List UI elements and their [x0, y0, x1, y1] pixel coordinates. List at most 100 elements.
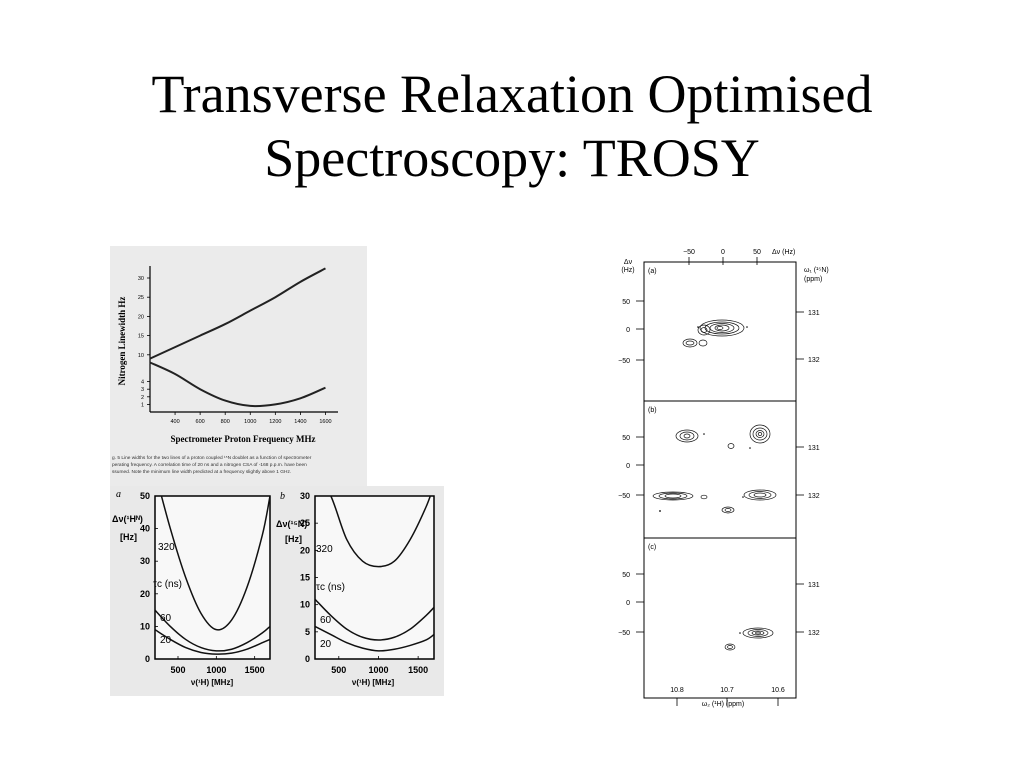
bottom-axis-label: ω₂ (¹H) (ppm): [702, 701, 744, 708]
y-tick-label: 3: [141, 387, 144, 393]
y-tick-label: 2: [141, 395, 144, 401]
left-axis-unit: (Hz): [621, 267, 634, 274]
series-60-line: [155, 609, 270, 652]
right-tick: 131: [808, 310, 820, 317]
panel-b-ylabel-unit: [Hz]: [285, 534, 302, 544]
y-tick-label: 30: [300, 491, 310, 501]
series-lower-line: [149, 361, 326, 408]
panel-b: 0 5 10 15 20 25 30 500 1000 1500 Δν(¹⁵N) [Hz] 32…: [276, 491, 435, 687]
panel-b-label-tau: τc (ns): [316, 582, 345, 593]
y-tick-label: 30: [138, 276, 144, 282]
series-upper-line: [149, 267, 326, 360]
y-tick-label: 4: [141, 380, 144, 386]
y-tick-label: 25: [300, 518, 310, 528]
panel-b-tag: (b): [648, 407, 657, 414]
panel-a-label-320: 320: [158, 542, 175, 553]
top-tick-50: 50: [753, 249, 761, 256]
x-tick-label: 1200: [269, 419, 281, 425]
x-axis-label: Spectrometer Proton Frequency MHz: [170, 434, 315, 444]
right-tick: 131: [808, 582, 820, 589]
top-tick-m50: −50: [683, 249, 695, 256]
top-tick-0: 0: [721, 249, 725, 256]
panel-a-ylabel-unit: [Hz]: [120, 532, 137, 542]
left-tick: 50: [622, 299, 630, 306]
figure-linewidth: 1 2 3 4 10 15 20 25 30 400 600 800 1000 1200 1400 1600…: [110, 246, 367, 486]
left-tick: 0: [626, 327, 630, 334]
y-tick-label: 20: [300, 545, 310, 555]
y-tick-label: 40: [140, 524, 150, 534]
panel-b-label-20: 20: [320, 639, 332, 650]
x-tick-label: 1600: [319, 419, 331, 425]
y-tick-label: 10: [138, 353, 144, 359]
panel-a-label-60: 60: [160, 613, 172, 624]
y-tick-label: 1: [141, 402, 144, 408]
tauc-chart: a b 0 10 20 30 40 50 500 1000 1500 Δν(¹Hᴺ) [Hz]…: [110, 486, 444, 696]
series-20-line: [155, 629, 270, 655]
y-tick-label: 0: [305, 654, 310, 664]
panel-a-tag: (a): [648, 268, 657, 275]
x-tick-label: 1400: [294, 419, 306, 425]
spectrum-panel-a: (a) 50 0 −50 131 132: [618, 268, 820, 365]
x-tick-label: 600: [196, 419, 205, 425]
x-tick-label: 800: [221, 419, 230, 425]
right-tick: 132: [808, 357, 820, 364]
peak-cluster: [652, 424, 777, 514]
y-tick-label: 50: [140, 491, 150, 501]
series-320-line: [160, 496, 270, 631]
peak-cluster: [682, 319, 745, 348]
right-axis-label: ω₁ (¹⁵N): [804, 267, 829, 274]
bottom-tick: 10.7: [720, 687, 734, 694]
bottom-tick: 10.6: [771, 687, 785, 694]
x-tick-label: 500: [170, 665, 185, 675]
series-20-line: [315, 625, 434, 652]
x-tick-label: 400: [170, 419, 179, 425]
y-tick-label: 10: [300, 600, 310, 610]
caption-line-1: g. 5 Line widths for the two lines of a …: [112, 455, 312, 461]
y-tick-label: 10: [140, 621, 150, 631]
panel-c-tag: (c): [648, 544, 656, 551]
panel-b-letter: b: [280, 491, 285, 502]
figure-trosy-spectra: −50 0 50 Δν (Hz) Δν (Hz) ω₁ (¹⁵N) (ppm) …: [600, 240, 840, 715]
x-tick-label: 1500: [408, 665, 428, 675]
left-tick: 0: [626, 600, 630, 607]
right-axis-unit: (ppm): [804, 276, 822, 283]
y-tick-label: 15: [138, 334, 144, 340]
left-axis-label: Δν: [624, 259, 633, 266]
spectrum-panel-b: (b) 50 0 −50 131 132: [618, 407, 820, 514]
x-tick-label: 1000: [244, 419, 256, 425]
y-axis-label: Nitrogen Linewidth Hz: [117, 297, 127, 386]
left-tick: 50: [622, 435, 630, 442]
panel-b-label-320: 320: [316, 544, 333, 555]
y-tick-label: 30: [140, 556, 150, 566]
left-tick: −50: [618, 630, 630, 637]
title-line-1: Transverse Relaxation Optimised: [151, 64, 873, 124]
panel-b-ylabel: Δν(¹⁵N): [276, 519, 307, 529]
x-tick-label: 500: [331, 665, 346, 675]
y-tick-label: 20: [140, 589, 150, 599]
slide-title: Transverse Relaxation Optimised Spectros…: [0, 62, 1024, 190]
top-axis-label: Δν (Hz): [772, 249, 795, 256]
y-tick-label: 20: [138, 314, 144, 320]
caption-line-2: perating frequency. A correlation time o…: [112, 462, 307, 468]
title-line-2: Spectroscopy: TROSY: [264, 128, 760, 188]
right-tick: 131: [808, 445, 820, 452]
right-tick: 132: [808, 493, 820, 500]
x-tick-label: 1000: [368, 665, 388, 675]
panel-a-letter: a: [116, 489, 121, 500]
bottom-tick: 10.8: [670, 687, 684, 694]
y-tick-label: 0: [145, 654, 150, 664]
caption-line-3: ssumed. Note the minimum line width pred…: [112, 469, 291, 475]
panel-a-label-tau: τc (ns): [153, 579, 182, 590]
x-tick-label: 1500: [245, 665, 265, 675]
spectrum-panel-c: (c) 50 0 −50 131 132: [618, 544, 820, 651]
left-tick: −50: [618, 358, 630, 365]
panel-a-ylabel: Δν(¹Hᴺ): [112, 514, 143, 524]
x-tick-label: 1000: [206, 665, 226, 675]
y-tick-label: 15: [300, 573, 310, 583]
panel-b-label-60: 60: [320, 615, 332, 626]
left-tick: 0: [626, 463, 630, 470]
panel-a-xlabel: ν(¹H) [MHz]: [191, 678, 234, 687]
series-60-line: [315, 598, 434, 641]
right-tick: 132: [808, 630, 820, 637]
series-320-line: [330, 496, 432, 568]
